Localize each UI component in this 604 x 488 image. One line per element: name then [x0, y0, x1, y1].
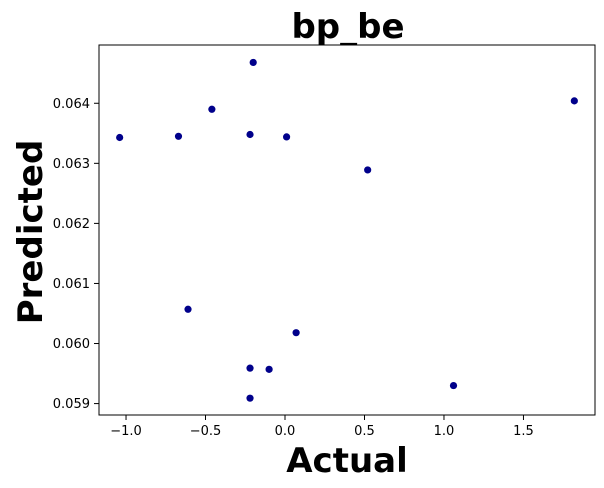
x-axis: −1.0 −0.5 0.0 0.5 1.0 1.5 — [110, 415, 534, 439]
data-point — [282, 133, 291, 141]
data-point — [184, 305, 192, 313]
data-point — [364, 166, 372, 174]
data-point — [116, 133, 124, 142]
y-tick-label: 0.059 — [53, 397, 90, 412]
y-tick-label: 0.061 — [53, 277, 90, 292]
y-tick-label: 0.060 — [53, 337, 90, 352]
data-point — [246, 130, 254, 139]
data-point — [174, 132, 183, 140]
data-points — [116, 58, 578, 402]
data-point — [265, 365, 273, 373]
x-tick-label: 0.0 — [275, 424, 296, 439]
x-tick-label: −1.0 — [110, 424, 142, 439]
x-axis-title: Actual — [286, 441, 408, 481]
data-point — [246, 364, 254, 372]
y-tick-label: 0.064 — [53, 97, 90, 112]
data-point — [246, 394, 254, 402]
data-point — [292, 329, 300, 337]
data-point — [449, 381, 458, 390]
plot-area — [98, 44, 596, 416]
y-axis-title: Predicted — [11, 140, 51, 325]
data-point — [249, 58, 257, 67]
x-tick-label: 0.5 — [354, 424, 375, 439]
x-tick-label: −0.5 — [190, 424, 222, 439]
data-point — [570, 97, 578, 105]
y-tick-label: 0.063 — [53, 157, 90, 172]
y-axis: 0.059 0.060 0.061 0.062 0.063 0.064 — [53, 97, 99, 412]
data-point — [208, 105, 216, 113]
y-tick-label: 0.062 — [53, 217, 90, 232]
x-tick-label: 1.5 — [513, 424, 534, 439]
x-tick-label: 1.0 — [434, 424, 455, 439]
chart-title: bp_be — [291, 7, 404, 47]
